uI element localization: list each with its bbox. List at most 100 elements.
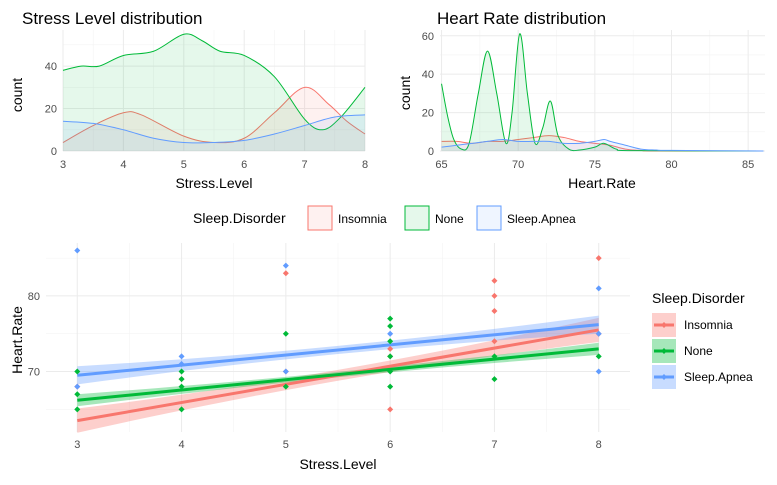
scatter-point-sleep-apnea [387, 330, 394, 337]
scatter-point-insomnia [491, 277, 498, 284]
scatter-point-none [74, 368, 81, 375]
heart-x-tick-label: 75 [589, 159, 601, 171]
stress-x-tick-label: 7 [302, 159, 308, 171]
scatter-legend: Sleep.Disorder Insomnia None Sleep.Apnea [652, 290, 753, 389]
shared-legend-label-sleep-apnea: Sleep.Apnea [507, 212, 576, 226]
stress-y-tick-label: 40 [45, 61, 57, 73]
scatter-point-none [282, 383, 289, 390]
scatter-x-tick-label: 5 [283, 439, 289, 451]
shared-legend-key-insomnia [307, 205, 333, 231]
scatter-point-sleep-apnea [178, 353, 185, 360]
stress-density-line-none [62, 33, 366, 131]
scatter-point-insomnia [491, 308, 498, 315]
scatter-point-none [387, 315, 394, 322]
scatter-point-sleep-apnea [178, 360, 185, 367]
scatter-legend-label-sleep-apnea: Sleep.Apnea [684, 370, 753, 384]
scatter-point-none [387, 323, 394, 330]
heart-density-line-sleep-apnea [441, 138, 764, 152]
scatter-x-tick-label: 3 [74, 439, 80, 451]
scatter-point-insomnia [282, 270, 289, 277]
stress-density-x-title: Stress.Level [175, 175, 252, 191]
stress-density-area-sleep-apnea [63, 114, 365, 151]
scatter-x-tick-label: 6 [387, 439, 393, 451]
scatter-point-none [282, 330, 289, 337]
stress-y-tick-label: 20 [45, 104, 57, 116]
scatter-point-insomnia [387, 406, 394, 413]
stress-density-line-insomnia [62, 86, 366, 144]
stress-density-line-sleep-apnea [62, 114, 366, 144]
scatter-point-sleep-apnea [74, 383, 81, 390]
scatter-point-sleep-apnea [282, 368, 289, 375]
scatter-legend-key-point-sleep-apnea [661, 374, 667, 380]
scatter-y-tick-label: 70 [28, 367, 40, 379]
scatter-x-title: Stress.Level [299, 456, 376, 472]
trend-line-none [77, 347, 599, 402]
shared-legend-key-sleep-apnea [476, 205, 502, 231]
scatter-point-none [178, 383, 185, 390]
heart-density-area-sleep-apnea [441, 139, 764, 151]
heart-x-tick-label: 80 [665, 159, 677, 171]
scatter-point-insomnia [595, 255, 602, 262]
heart-y-tick-label: 0 [428, 146, 434, 158]
heart-y-tick-label: 40 [422, 69, 434, 81]
stress-density-title: Stress Level distribution [22, 9, 202, 28]
scatter-point-sleep-apnea [595, 330, 602, 337]
scatter-point-sleep-apnea [74, 247, 81, 254]
heart-y-tick-label: 60 [422, 31, 434, 43]
heart-x-tick-label: 65 [435, 159, 447, 171]
scatter-point-none [387, 383, 394, 390]
scatter-point-none [387, 368, 394, 375]
scatter-legend-label-none: None [684, 344, 713, 358]
scatter-point-sleep-apnea [282, 262, 289, 269]
stress-y-tick-label: 0 [51, 146, 57, 158]
shared-legend-key-none [404, 205, 430, 231]
stress-x-tick-label: 5 [181, 159, 187, 171]
heart-y-tick-label: 20 [422, 108, 434, 120]
scatter-point-none [74, 406, 81, 413]
stress-x-tick-label: 4 [120, 159, 126, 171]
scatter-point-none [74, 391, 81, 398]
heart-x-tick-label: 70 [512, 159, 524, 171]
scatter-point-none [178, 368, 185, 375]
scatter-point-none [387, 338, 394, 345]
scatter-point-sleep-apnea [595, 285, 602, 292]
scatter-legend-key-point-none [661, 348, 667, 354]
stress-density-area-none [63, 33, 365, 151]
scatter-point-insomnia [387, 345, 394, 352]
scatter-point-insomnia [491, 292, 498, 299]
shared-legend-title: Sleep.Disorder [193, 210, 286, 226]
scatter-point-none [595, 353, 602, 360]
stress-density-area-insomnia [63, 87, 365, 151]
scatter-point-none [178, 406, 185, 413]
shared-legend-label-none: None [435, 212, 464, 226]
heart-rate-density-panel: Heart Rate distribution 65 70 75 80 85 0 20 40 6… [397, 9, 765, 191]
stress-x-tick-label: 6 [241, 159, 247, 171]
trend-line-sleep-apnea [77, 323, 599, 377]
scatter-point-none [178, 376, 185, 383]
scatter-x-tick-label: 4 [179, 439, 185, 451]
heart-rate-vs-stress-panel: 3 4 5 6 7 8 70 80 Stress.Level Heart.Rate [9, 243, 630, 472]
scatter-point-none [387, 353, 394, 360]
heart-x-tick-label: 85 [742, 159, 754, 171]
heart-density-x-title: Heart.Rate [568, 175, 636, 191]
scatter-point-none [491, 376, 498, 383]
stress-level-density-panel: Stress Level distribution 3 4 5 6 7 8 0 20 40 St… [9, 9, 368, 191]
scatter-y-title: Heart.Rate [9, 306, 25, 374]
heart-density-area-none [441, 33, 764, 151]
scatter-legend-title: Sleep.Disorder [652, 290, 745, 306]
stress-x-tick-label: 3 [60, 159, 66, 171]
scatter-legend-label-insomnia: Insomnia [684, 318, 733, 332]
scatter-legend-key-point-insomnia [661, 322, 667, 328]
scatter-x-tick-label: 8 [596, 439, 602, 451]
stress-x-tick-label: 8 [362, 159, 368, 171]
shared-legend: Sleep.Disorder Insomnia None Sleep.Apnea [193, 205, 576, 231]
stress-density-y-title: count [9, 78, 25, 112]
scatter-point-insomnia [491, 338, 498, 345]
scatter-y-tick-label: 80 [28, 291, 40, 303]
scatter-point-none [491, 353, 498, 360]
scatter-x-tick-label: 7 [491, 439, 497, 451]
heart-density-line-none [441, 33, 764, 152]
scatter-point-sleep-apnea [595, 368, 602, 375]
heart-density-title: Heart Rate distribution [437, 9, 606, 28]
